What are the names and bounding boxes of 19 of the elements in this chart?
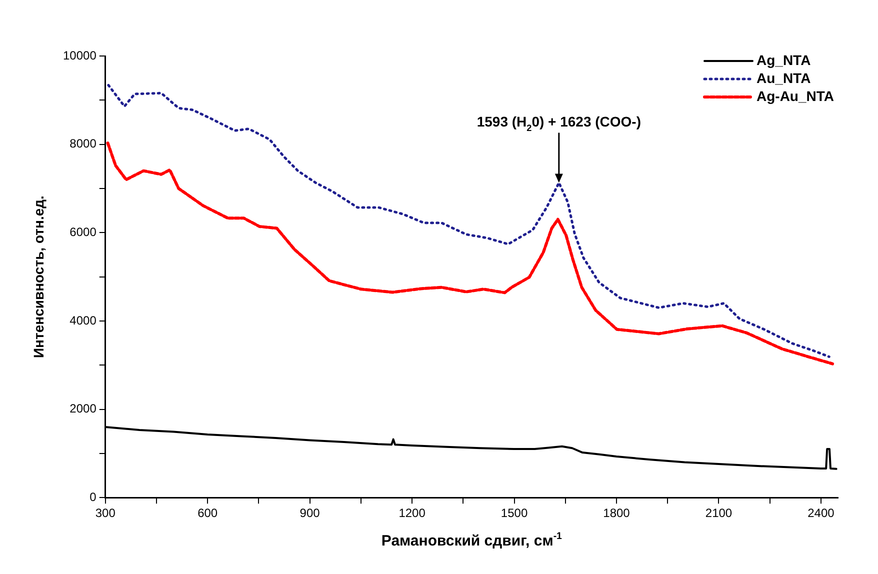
legend-label: Ag_NTA xyxy=(756,52,811,68)
y-tick-label: 2000 xyxy=(70,402,97,416)
y-axis-title: Интенсивность, отн.ед. xyxy=(30,196,46,358)
legend-label: Au_NTA xyxy=(756,70,811,86)
x-tick-label: 1500 xyxy=(500,506,528,520)
x-tick-label: 900 xyxy=(300,506,320,520)
x-tick-label: 1200 xyxy=(398,506,426,520)
y-tick-label: 0 xyxy=(90,490,97,504)
line-series xyxy=(106,141,834,366)
x-tick-label: 300 xyxy=(95,506,116,520)
y-tick-label: 8000 xyxy=(70,136,97,151)
x-tick-label: 600 xyxy=(198,506,218,520)
legend-label: Ag-Au_NTA xyxy=(756,88,834,104)
x-tick-label: 1800 xyxy=(603,506,630,520)
y-tick-label: 10000 xyxy=(62,48,97,62)
y-tick-label: 4000 xyxy=(70,313,97,328)
x-tick-label: 2100 xyxy=(705,506,732,520)
y-tick-label: 6000 xyxy=(70,224,97,239)
x-tick-label: 2400 xyxy=(808,506,835,520)
